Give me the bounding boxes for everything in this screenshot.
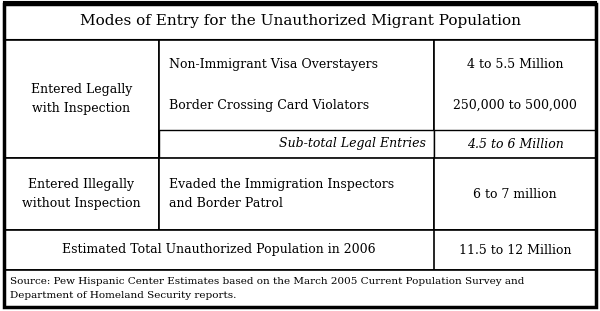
Bar bbox=[159, 130, 434, 158]
Bar bbox=[4, 158, 159, 230]
Bar bbox=[4, 40, 159, 158]
Bar bbox=[159, 40, 434, 158]
Text: Modes of Entry for the Unauthorized Migrant Population: Modes of Entry for the Unauthorized Migr… bbox=[79, 14, 521, 28]
Text: 250,000 to 500,000: 250,000 to 500,000 bbox=[453, 99, 577, 112]
Text: 6 to 7 million: 6 to 7 million bbox=[473, 188, 557, 201]
Text: 11.5 to 12 Million: 11.5 to 12 Million bbox=[459, 244, 571, 257]
Bar bbox=[434, 230, 596, 270]
Text: Border Crossing Card Violators: Border Crossing Card Violators bbox=[169, 99, 369, 112]
Text: Evaded the Immigration Inspectors
and Border Patrol: Evaded the Immigration Inspectors and Bo… bbox=[169, 178, 394, 210]
Bar bbox=[4, 230, 596, 270]
Text: 4 to 5.5 Million: 4 to 5.5 Million bbox=[467, 58, 563, 71]
Text: Non-Immigrant Visa Overstayers: Non-Immigrant Visa Overstayers bbox=[169, 58, 378, 71]
Text: Entered Legally
with Inspection: Entered Legally with Inspection bbox=[31, 83, 132, 115]
Bar bbox=[434, 158, 596, 230]
Bar bbox=[4, 2, 596, 40]
Text: Entered Illegally
without Inspection: Entered Illegally without Inspection bbox=[22, 178, 141, 210]
Text: Estimated Total Unauthorized Population in 2006: Estimated Total Unauthorized Population … bbox=[62, 244, 376, 257]
Bar bbox=[159, 158, 434, 230]
Bar bbox=[4, 270, 596, 307]
Bar bbox=[434, 40, 596, 158]
Bar bbox=[434, 130, 596, 158]
Text: Sub-total Legal Entries: Sub-total Legal Entries bbox=[279, 137, 426, 151]
Text: Source: Pew Hispanic Center Estimates based on the March 2005 Current Population: Source: Pew Hispanic Center Estimates ba… bbox=[10, 277, 524, 299]
Text: 4.5 to 6 Million: 4.5 to 6 Million bbox=[467, 137, 563, 151]
